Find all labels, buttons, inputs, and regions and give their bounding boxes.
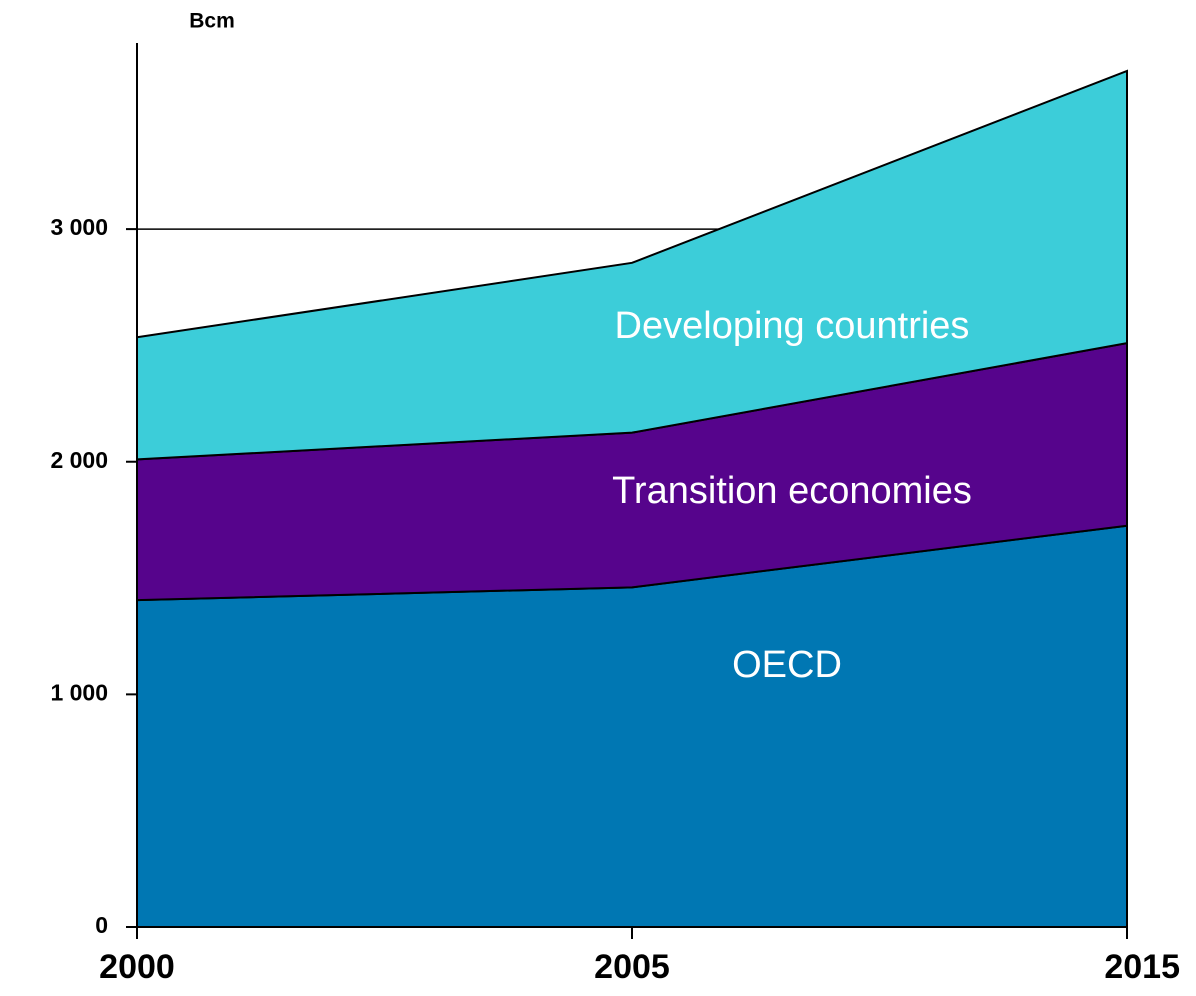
y-tick-label: 2 000 [50, 447, 108, 473]
x-tick-label: 2005 [594, 948, 670, 986]
area-label: Transition economies [612, 470, 972, 512]
x-tick-label: 2000 [99, 948, 175, 986]
y-axis-label: Bcm [189, 10, 235, 33]
area-label: OECD [732, 644, 842, 686]
y-tick-label: 3 000 [50, 214, 108, 240]
y-tick-label: 1 000 [50, 679, 108, 705]
area-label: Developing countries [615, 305, 970, 347]
y-tick-label: 0 [95, 912, 108, 938]
x-tick-label: 2015 [1104, 948, 1180, 986]
